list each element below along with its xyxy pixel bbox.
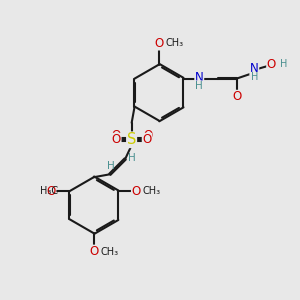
Text: S: S xyxy=(127,132,136,147)
Text: H: H xyxy=(280,59,288,69)
Text: O: O xyxy=(143,129,152,142)
Text: O: O xyxy=(89,245,98,258)
Text: O: O xyxy=(267,58,276,71)
Text: H: H xyxy=(128,152,136,163)
Text: O: O xyxy=(112,133,121,146)
Text: O: O xyxy=(131,185,141,198)
Text: O: O xyxy=(46,185,56,198)
Text: O: O xyxy=(154,37,164,50)
Text: H: H xyxy=(107,161,115,171)
Text: H: H xyxy=(250,72,258,82)
Text: O: O xyxy=(111,129,120,142)
Text: CH₃: CH₃ xyxy=(100,247,118,257)
Text: S: S xyxy=(127,132,136,147)
Text: N: N xyxy=(250,62,259,75)
Text: H₃C: H₃C xyxy=(40,186,58,196)
Text: CH₃: CH₃ xyxy=(143,186,161,196)
Text: CH₃: CH₃ xyxy=(165,38,183,48)
Text: O: O xyxy=(142,133,152,146)
Text: O: O xyxy=(232,90,241,104)
Text: N: N xyxy=(195,70,204,84)
Text: H: H xyxy=(195,81,203,91)
